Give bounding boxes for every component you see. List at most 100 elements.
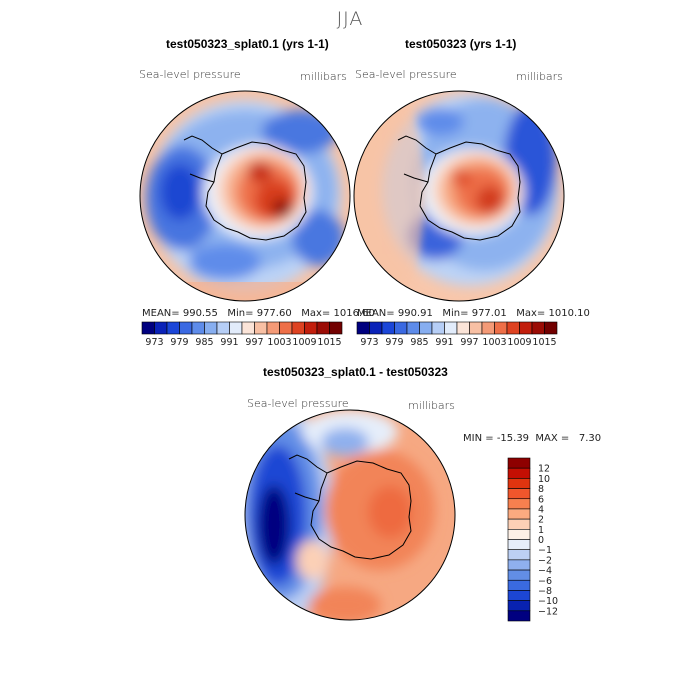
panel3-colorbar-tick-label: −4 (538, 566, 552, 577)
panel2-colorbar-swatch (419, 321, 433, 335)
panel2-map (353, 90, 565, 302)
panel3-stats: MIN = -15.39 MAX = 7.30 (463, 433, 601, 444)
panel1-colorbar-swatch (191, 321, 205, 335)
panel2-stats: MEAN= 990.91 Min= 977.01 Max= 1010.10 (357, 308, 590, 319)
panel1-colorbar-tick-label: 1003 (267, 337, 291, 348)
panel1-colorbar-tick-label: 973 (145, 337, 163, 348)
panel3-colorbar-tick-label: 8 (538, 484, 544, 495)
panel2-colorbar-swatch (469, 321, 483, 335)
panel1-colorbar-swatch (229, 321, 243, 335)
panel3-colorbar-swatch (507, 518, 531, 530)
panel3-colorbar-swatch (507, 579, 531, 591)
panel2-colorbar-swatch (456, 321, 470, 335)
panel3-colorbar-tick-label: −8 (538, 586, 552, 597)
panel3-max-label: MAX = (535, 433, 570, 444)
panel3-colorbar-swatch (507, 610, 531, 622)
panel2-colorbar-swatch (431, 321, 445, 335)
panel3-colorbar-swatch (507, 488, 531, 500)
panel3-peninsula (288, 454, 328, 502)
panel2-colorbar-tick-label: 997 (460, 337, 478, 348)
panel2-variable: Sea-level pressure (355, 68, 457, 81)
panel3-max-value: 7.30 (578, 433, 602, 444)
panel1-variable: Sea-level pressure (139, 68, 241, 81)
panel3-colorbar-tick-label: −1 (538, 545, 552, 556)
panel1-colorbar-swatch (241, 321, 255, 335)
panel3-colorbar-tick-label: −6 (538, 576, 552, 587)
panel2-colorbar-tick-label: 1015 (532, 337, 556, 348)
panel1-colorbar-swatch (141, 321, 155, 335)
panel3-colorbar-swatch (507, 467, 531, 479)
panel1-min-label: Min= (227, 308, 254, 319)
panel2-colorbar-swatch (544, 321, 558, 335)
panel1-colorbar-swatch (204, 321, 218, 335)
panel1-colorbar-swatch (266, 321, 280, 335)
panel2-field-contours (382, 94, 558, 286)
panel3-min-value: -15.39 (496, 433, 530, 444)
panel3-colorbar-swatch (507, 539, 531, 550)
panel2-units: millibars (516, 70, 563, 83)
panel1-mean-value: 990.55 (182, 308, 218, 319)
panel2-colorbar-tick-label: 991 (435, 337, 453, 348)
panel2-colorbar-swatch (494, 321, 508, 335)
panel2-colorbar-tick-label: 1009 (507, 337, 531, 348)
panel1-coastline (205, 141, 307, 241)
panel1-max-label: Max= (301, 308, 331, 319)
panel3-colorbar-tick-label: 0 (538, 535, 544, 546)
panel2-field (354, 91, 564, 301)
panel3-colorbar-tick-label: 6 (538, 494, 544, 505)
panel2-colorbar-swatch (394, 321, 408, 335)
panel1-min-value: 977.60 (256, 308, 292, 319)
panel2-colorbar-tick-label: 985 (410, 337, 428, 348)
panel2-colorbar-swatch (531, 321, 545, 335)
panel2-coastline (419, 141, 521, 241)
panel3-coastline (310, 460, 412, 560)
panel3-field (245, 410, 455, 620)
panel1-peninsula (183, 135, 223, 183)
colorbars: 973 979 985 991 997 1003 1009 1015 973 979 985 991 9… (141, 321, 558, 622)
panel3-units: millibars (408, 399, 455, 412)
panel2-mean-label: MEAN= (357, 308, 395, 319)
panel3-variable: Sea-level pressure (247, 397, 349, 410)
panel1-colorbar-swatch (154, 321, 168, 335)
panel3-boundary (244, 409, 456, 621)
panel1-title: test050323_splat0.1 (yrs 1-1) (166, 37, 329, 51)
panel2-west-band (354, 91, 425, 301)
panel3-colorbar-swatch (507, 457, 531, 469)
panel1-colorbar-swatch (166, 321, 180, 335)
panel2-max-value: 1010.10 (548, 308, 590, 319)
panel1-colorbar-tick-label: 997 (245, 337, 263, 348)
panel2-title: test050323 (yrs 1-1) (405, 37, 517, 51)
panel2-colorbar-swatch (519, 321, 533, 335)
panel3-colorbar-swatch (507, 569, 531, 581)
panel2-colorbar-swatch (506, 321, 520, 335)
panel3-colorbar-swatch (507, 559, 531, 571)
panel1-stats: MEAN= 990.55 Min= 977.60 Max= 1016.60 (142, 308, 375, 319)
panel2-colorbar-swatch (381, 321, 395, 335)
panel1-max-value: 1016.60 (333, 308, 375, 319)
panel3-colorbar-swatch (507, 549, 531, 561)
panel1-colorbar-tick-label: 985 (195, 337, 213, 348)
panel3-colorbar-tick-label: −10 (538, 596, 558, 607)
panel3-colorbar-tick-label: 12 (538, 464, 550, 475)
panel1-colorbar-tick-label: 1009 (292, 337, 316, 348)
panel1-units: millibars (300, 70, 347, 83)
panel2-peninsula (397, 135, 437, 183)
panel1-field (140, 91, 350, 301)
panel3-colorbar-tick-label: 4 (538, 504, 544, 515)
panel1-mean-label: MEAN= (142, 308, 180, 319)
panel1-field-contours (146, 100, 344, 292)
panel1-colorbar-swatch (329, 321, 343, 335)
panel2-colorbar-tick-label: 1003 (482, 337, 506, 348)
panel2-colorbar-tick-label: 973 (360, 337, 378, 348)
panel1-colorbar-tick-label: 979 (170, 337, 188, 348)
panel2-colorbar-swatch (481, 321, 495, 335)
panel1-colorbar-swatch (316, 321, 330, 335)
panel3-min-label: MIN = (463, 433, 494, 444)
panel2-colorbar-tick-label: 979 (385, 337, 403, 348)
panel3-colorbar-swatch (507, 590, 531, 601)
panel3-colorbar-swatch (507, 498, 531, 510)
panel2-colorbar-swatch (356, 321, 370, 335)
season-title: JJA (336, 8, 364, 30)
panel3-colorbar-tick-label: 10 (538, 474, 550, 485)
panel2-max-label: Max= (516, 308, 546, 319)
